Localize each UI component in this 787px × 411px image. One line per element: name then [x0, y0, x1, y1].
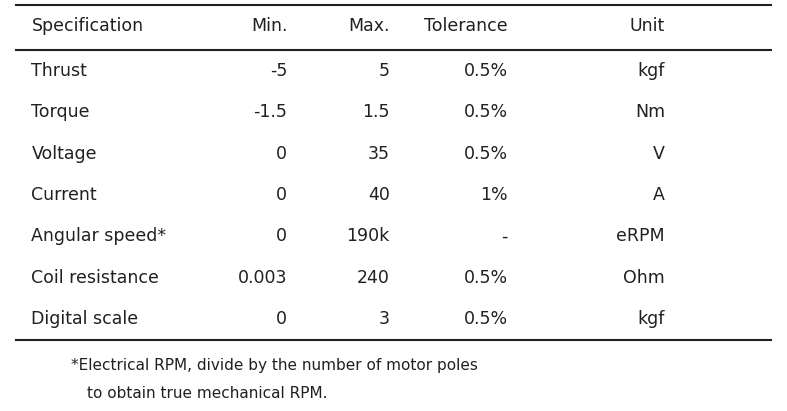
Text: 0.5%: 0.5%	[464, 269, 508, 287]
Text: Thrust: Thrust	[31, 62, 87, 80]
Text: 1.5: 1.5	[362, 103, 390, 121]
Text: Nm: Nm	[635, 103, 665, 121]
Text: A: A	[653, 186, 665, 204]
Text: 0: 0	[276, 227, 287, 245]
Text: 0: 0	[276, 145, 287, 163]
Text: 3: 3	[379, 310, 390, 328]
Text: Min.: Min.	[251, 17, 287, 35]
Text: 40: 40	[368, 186, 390, 204]
Text: 0.5%: 0.5%	[464, 62, 508, 80]
Text: 0.5%: 0.5%	[464, 310, 508, 328]
Text: V: V	[653, 145, 665, 163]
Text: 190k: 190k	[346, 227, 390, 245]
Text: 240: 240	[357, 269, 390, 287]
Text: 0.003: 0.003	[238, 269, 287, 287]
Text: -1.5: -1.5	[253, 103, 287, 121]
Text: eRPM: eRPM	[616, 227, 665, 245]
Text: Current: Current	[31, 186, 97, 204]
Text: 0.5%: 0.5%	[464, 103, 508, 121]
Text: Tolerance: Tolerance	[424, 17, 508, 35]
Text: Torque: Torque	[31, 103, 90, 121]
Text: to obtain true mechanical RPM.: to obtain true mechanical RPM.	[87, 386, 327, 400]
Text: 0: 0	[276, 310, 287, 328]
Text: Specification: Specification	[31, 17, 143, 35]
Text: 35: 35	[368, 145, 390, 163]
Text: 0.5%: 0.5%	[464, 145, 508, 163]
Text: Unit: Unit	[630, 17, 665, 35]
Text: Digital scale: Digital scale	[31, 310, 139, 328]
Text: Angular speed*: Angular speed*	[31, 227, 167, 245]
Text: kgf: kgf	[637, 310, 665, 328]
Text: 5: 5	[379, 62, 390, 80]
Text: 0: 0	[276, 186, 287, 204]
Text: Max.: Max.	[348, 17, 390, 35]
Text: kgf: kgf	[637, 62, 665, 80]
Text: Ohm: Ohm	[623, 269, 665, 287]
Text: *Electrical RPM, divide by the number of motor poles: *Electrical RPM, divide by the number of…	[71, 358, 478, 372]
Text: Voltage: Voltage	[31, 145, 97, 163]
Text: -: -	[501, 227, 508, 245]
Text: Coil resistance: Coil resistance	[31, 269, 159, 287]
Text: 1%: 1%	[480, 186, 508, 204]
Text: -5: -5	[270, 62, 287, 80]
